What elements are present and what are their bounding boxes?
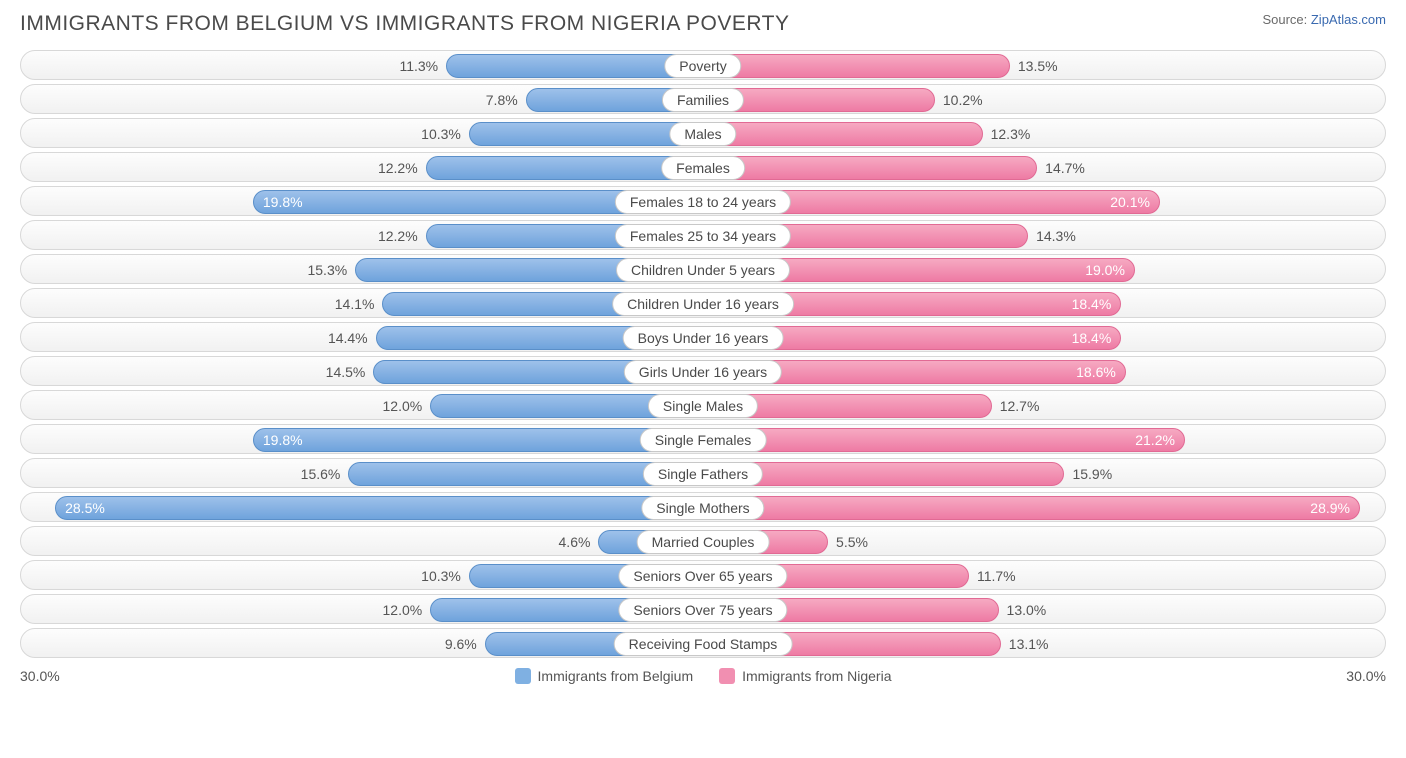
chart-row: 7.8% 10.2% Families (20, 84, 1386, 114)
legend-label-left: Immigrants from Belgium (538, 668, 694, 684)
value-right: 12.3% (991, 119, 1031, 149)
bar-right (703, 428, 1185, 452)
value-left: 19.8% (253, 425, 303, 455)
value-left: 28.5% (55, 493, 105, 523)
category-label: Single Females (640, 428, 767, 452)
chart-row: 14.4% 18.4% Boys Under 16 years (20, 322, 1386, 352)
category-label: Poverty (664, 54, 741, 78)
value-left: 10.3% (421, 119, 461, 149)
legend-swatch-right (719, 668, 735, 684)
chart-row: 12.2% 14.7% Females (20, 152, 1386, 182)
category-label: Females 18 to 24 years (615, 190, 791, 214)
diverging-bar-chart: 11.3%13.5%Poverty7.8%10.2%Families10.3%1… (20, 50, 1386, 658)
category-label: Females (661, 156, 745, 180)
bar-right (703, 54, 1010, 78)
value-right: 5.5% (836, 527, 868, 557)
axis-max-right: 30.0% (1346, 668, 1386, 684)
chart-row: 14.1% 18.4% Children Under 16 years (20, 288, 1386, 318)
value-left: 7.8% (486, 85, 518, 115)
value-left: 19.8% (253, 187, 303, 217)
chart-row: 12.2% 14.3% Females 25 to 34 years (20, 220, 1386, 250)
legend: Immigrants from Belgium Immigrants from … (515, 668, 892, 684)
category-label: Seniors Over 75 years (618, 598, 787, 622)
category-label: Seniors Over 65 years (618, 564, 787, 588)
bar-right (703, 156, 1037, 180)
chart-row: 28.5% 28.9% Single Mothers (20, 492, 1386, 522)
bar-right (703, 122, 983, 146)
chart-row: 15.3% 19.0% Children Under 5 years (20, 254, 1386, 284)
source-link[interactable]: ZipAtlas.com (1311, 12, 1386, 27)
value-left: 4.6% (559, 527, 591, 557)
bar-left (253, 428, 703, 452)
category-label: Females 25 to 34 years (615, 224, 791, 248)
chart-row: 19.8% 20.1% Females 18 to 24 years (20, 186, 1386, 216)
bar-right (703, 496, 1360, 520)
source-prefix: Source: (1262, 12, 1310, 27)
chart-header: IMMIGRANTS FROM BELGIUM VS IMMIGRANTS FR… (20, 12, 1386, 36)
category-label: Children Under 16 years (612, 292, 794, 316)
legend-label-right: Immigrants from Nigeria (742, 668, 891, 684)
value-left: 15.3% (307, 255, 347, 285)
value-left: 10.3% (421, 561, 461, 591)
category-label: Families (662, 88, 744, 112)
category-label: Males (669, 122, 736, 146)
chart-row: 9.6% 13.1% Receiving Food Stamps (20, 628, 1386, 658)
value-left: 15.6% (301, 459, 341, 489)
category-label: Children Under 5 years (616, 258, 790, 282)
value-right: 13.0% (1007, 595, 1047, 625)
category-label: Married Couples (637, 530, 770, 554)
legend-swatch-left (515, 668, 531, 684)
chart-row: 11.3% 13.5% Poverty (20, 50, 1386, 80)
source-attribution: Source: ZipAtlas.com (1262, 12, 1386, 27)
value-left: 14.4% (328, 323, 368, 353)
category-label: Girls Under 16 years (624, 360, 782, 384)
category-label: Single Fathers (643, 462, 763, 486)
value-right: 14.3% (1036, 221, 1076, 251)
category-label: Boys Under 16 years (623, 326, 784, 350)
category-label: Receiving Food Stamps (614, 632, 793, 656)
chart-title: IMMIGRANTS FROM BELGIUM VS IMMIGRANTS FR… (20, 12, 790, 36)
category-label: Single Males (648, 394, 758, 418)
bar-left (55, 496, 703, 520)
value-right: 20.1% (1110, 187, 1160, 217)
value-right: 14.7% (1045, 153, 1085, 183)
chart-footer: 30.0% Immigrants from Belgium Immigrants… (20, 668, 1386, 684)
bar-left (469, 122, 703, 146)
value-right: 18.4% (1072, 323, 1122, 353)
value-right: 12.7% (1000, 391, 1040, 421)
value-left: 14.1% (335, 289, 375, 319)
chart-row: 10.3% 12.3% Males (20, 118, 1386, 148)
chart-row: 12.0% 13.0% Seniors Over 75 years (20, 594, 1386, 624)
chart-row: 14.5% 18.6% Girls Under 16 years (20, 356, 1386, 386)
value-right: 19.0% (1085, 255, 1135, 285)
value-left: 12.0% (383, 391, 423, 421)
value-right: 18.4% (1072, 289, 1122, 319)
category-label: Single Mothers (641, 496, 764, 520)
value-left: 12.2% (378, 221, 418, 251)
chart-row: 15.6% 15.9% Single Fathers (20, 458, 1386, 488)
value-left: 9.6% (445, 629, 477, 659)
chart-row: 4.6% 5.5% Married Couples (20, 526, 1386, 556)
value-right: 11.7% (977, 561, 1016, 591)
value-left: 14.5% (326, 357, 366, 387)
chart-row: 19.8% 21.2% Single Females (20, 424, 1386, 454)
value-left: 12.0% (383, 595, 423, 625)
value-right: 10.2% (943, 85, 983, 115)
value-left: 11.3% (399, 51, 438, 81)
legend-item-left: Immigrants from Belgium (515, 668, 694, 684)
value-right: 28.9% (1310, 493, 1360, 523)
value-right: 13.5% (1018, 51, 1058, 81)
legend-item-right: Immigrants from Nigeria (719, 668, 891, 684)
axis-max-left: 30.0% (20, 668, 60, 684)
value-left: 12.2% (378, 153, 418, 183)
chart-row: 10.3% 11.7% Seniors Over 65 years (20, 560, 1386, 590)
value-right: 13.1% (1009, 629, 1049, 659)
value-right: 21.2% (1135, 425, 1185, 455)
value-right: 18.6% (1076, 357, 1126, 387)
value-right: 15.9% (1072, 459, 1112, 489)
chart-row: 12.0% 12.7% Single Males (20, 390, 1386, 420)
